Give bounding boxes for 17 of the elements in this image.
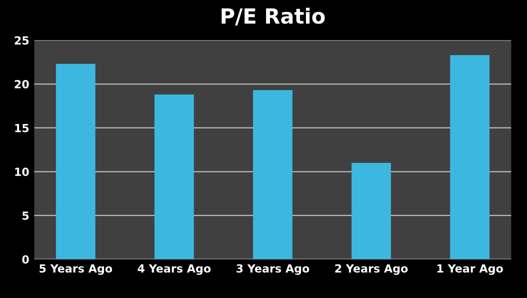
bar: [352, 162, 391, 260]
bar: [450, 55, 490, 260]
x-tick-label: 5 Years Ago: [40, 264, 112, 275]
bar: [253, 90, 292, 260]
y-tick-label: 15: [15, 124, 29, 132]
x-tick-label: 2 Years Ago: [335, 264, 408, 275]
y-tick-label: 0: [22, 255, 29, 264]
bar: [154, 94, 194, 260]
bar: [56, 64, 96, 260]
x-tick-label: 1 Year Ago: [437, 264, 503, 275]
x-tick-label: 4 Years Ago: [138, 264, 211, 275]
y-tick-label: 5: [22, 212, 29, 220]
x-tick-label: 3 Years Ago: [236, 264, 310, 275]
chart-title: P/E Ratio: [222, 8, 325, 26]
y-tick-label: 20: [14, 80, 29, 88]
y-tick-label: 10: [15, 168, 29, 176]
y-tick-label: 25: [14, 36, 29, 45]
